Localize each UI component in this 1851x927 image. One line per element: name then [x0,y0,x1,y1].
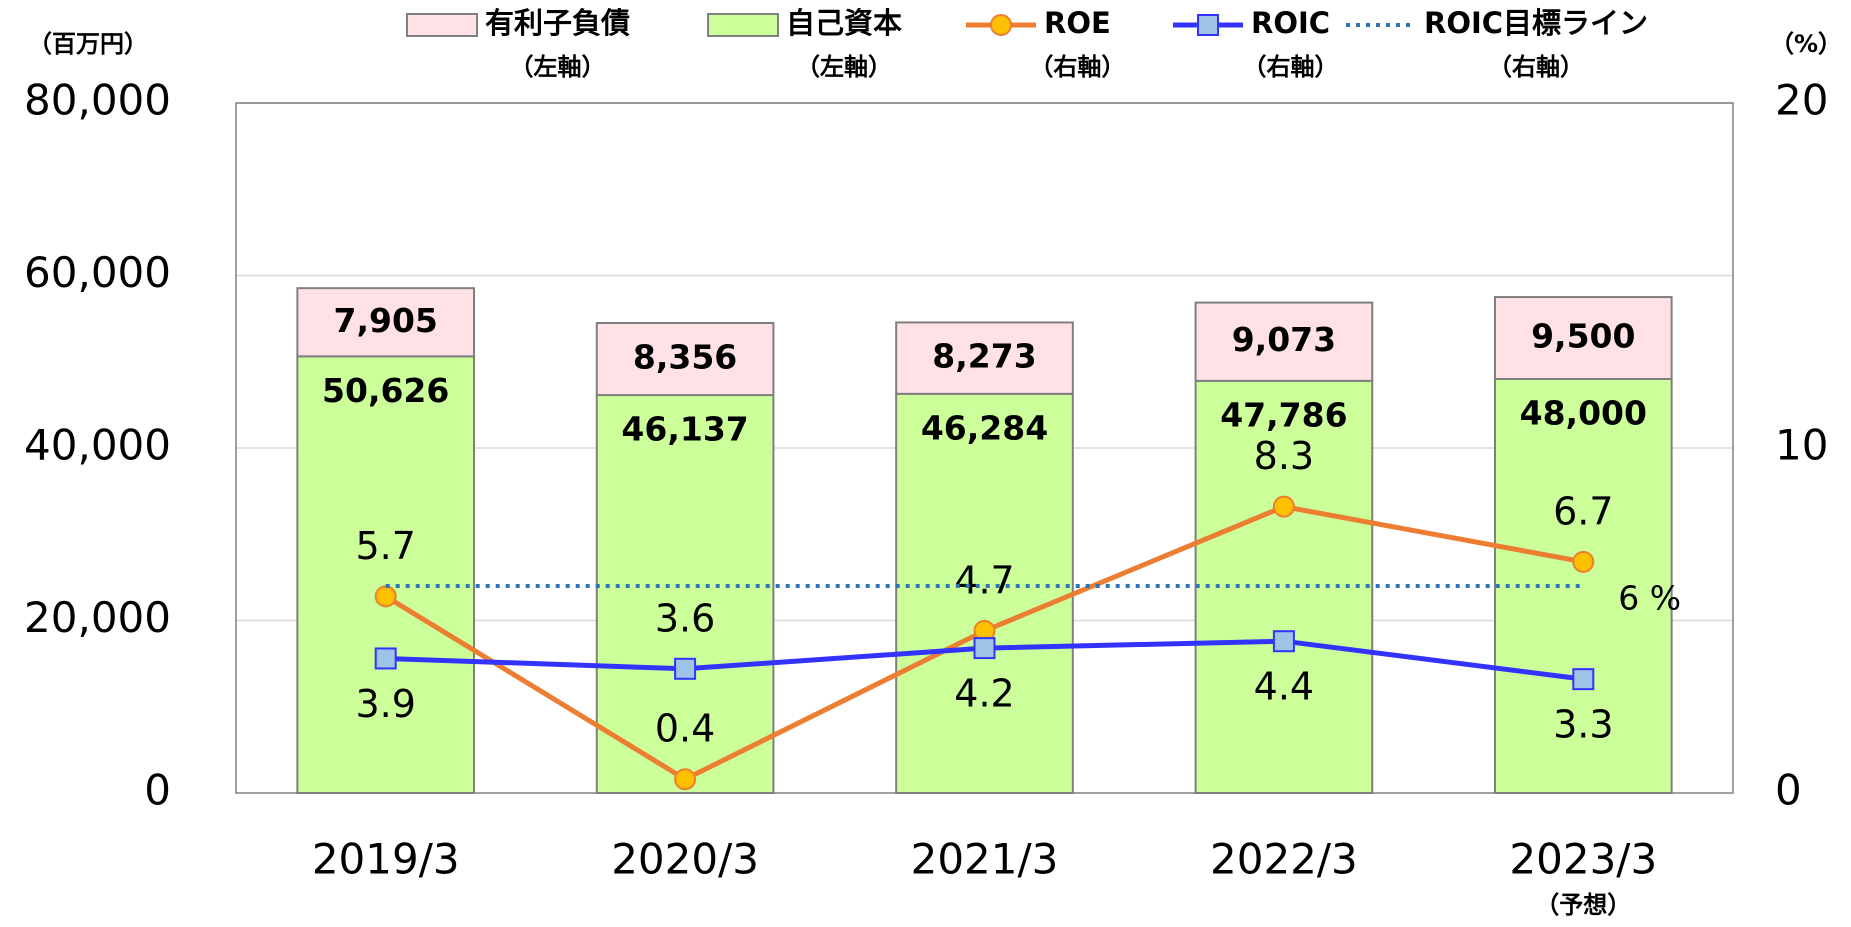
line-marker [1572,550,1595,573]
bar-segment [1493,296,1673,380]
x-tick-note: （予想） [1535,891,1631,919]
bar-segment [1194,379,1374,794]
y-tick-label: 80,000 [24,76,171,125]
y-tick-label: 60,000 [24,248,171,297]
bar-value-label: 50,626 [322,371,449,410]
line-marker [374,647,397,670]
y2-tick-label: 20 [1775,76,1828,125]
legend-label: ROIC目標ライン [1424,6,1648,40]
line-marker [674,657,697,680]
y-tick-label: 40,000 [24,421,171,470]
bar-value-label: 8,356 [633,338,737,377]
bar-segment [296,287,476,358]
line-value-label: 3.6 [655,596,715,640]
line-value-label: 4.2 [954,672,1014,716]
x-tick-label: 2019/3 [312,835,460,884]
line-marker [1272,495,1295,518]
legend-label: ROE [1044,6,1111,40]
line-value-label: 3.3 [1553,703,1613,747]
legend-label: ROIC [1251,6,1330,40]
legend-label: 有利子負債 [485,6,630,40]
legend-swatch [406,13,478,37]
bar-segment [895,392,1074,794]
line-value-label: 4.4 [1254,665,1314,709]
target-label: 6 % [1618,579,1681,618]
x-tick-label: 2022/3 [1210,835,1358,884]
y2-axis-label: （%） [1770,30,1842,58]
bar-segment [1493,378,1673,794]
line-value-label: 4.7 [954,558,1014,602]
legend-note: （右軸） [1243,53,1339,81]
legend-marker [1197,14,1219,36]
line-value-label: 8.3 [1254,434,1314,478]
bar-value-label: 46,137 [621,410,748,449]
legend-label: 自己資本 [786,6,902,40]
line-marker [374,585,397,608]
bar-value-label: 8,273 [932,337,1036,376]
x-tick-label: 2020/3 [611,835,759,884]
bar-segment [1194,301,1374,382]
bar-value-label: 48,000 [1520,394,1647,433]
line-marker [1572,668,1595,691]
bar-value-label: 9,500 [1531,317,1635,356]
legend-note: （右軸） [1488,53,1584,81]
line-value-label: 3.9 [355,682,415,726]
line-value-label: 0.4 [655,707,715,751]
legend-note: （右軸） [1029,53,1125,81]
bar-value-label: 46,284 [921,408,1048,447]
y-tick-label: 0 [144,766,171,815]
line-marker [973,637,996,660]
legend-note: （左軸） [796,53,892,81]
line-marker [1272,630,1295,653]
x-tick-label: 2021/3 [911,835,1059,884]
legend-note: （左軸） [510,53,606,81]
legend-marker [990,14,1012,36]
bar-segment [595,394,775,794]
y-tick-label: 20,000 [24,593,171,642]
bar-segment [595,321,775,397]
y-axis-label: （百万円） [28,30,148,58]
line-marker [674,768,697,791]
line-value-label: 5.7 [355,524,415,568]
x-tick-label: 2023/3 [1509,835,1657,884]
legend-swatch [707,13,779,37]
bar-segment [895,321,1074,395]
y2-tick-label: 0 [1775,766,1802,815]
bar-segment [296,355,476,794]
bar-value-label: 9,073 [1232,320,1336,359]
bar-value-label: 7,905 [334,301,438,340]
y2-tick-label: 10 [1775,421,1828,470]
line-value-label: 6.7 [1553,489,1613,533]
bar-value-label: 47,786 [1220,395,1347,434]
